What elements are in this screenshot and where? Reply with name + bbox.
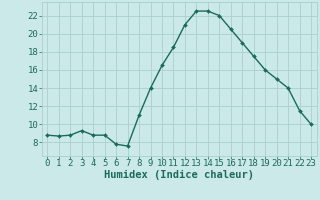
X-axis label: Humidex (Indice chaleur): Humidex (Indice chaleur) <box>104 170 254 180</box>
